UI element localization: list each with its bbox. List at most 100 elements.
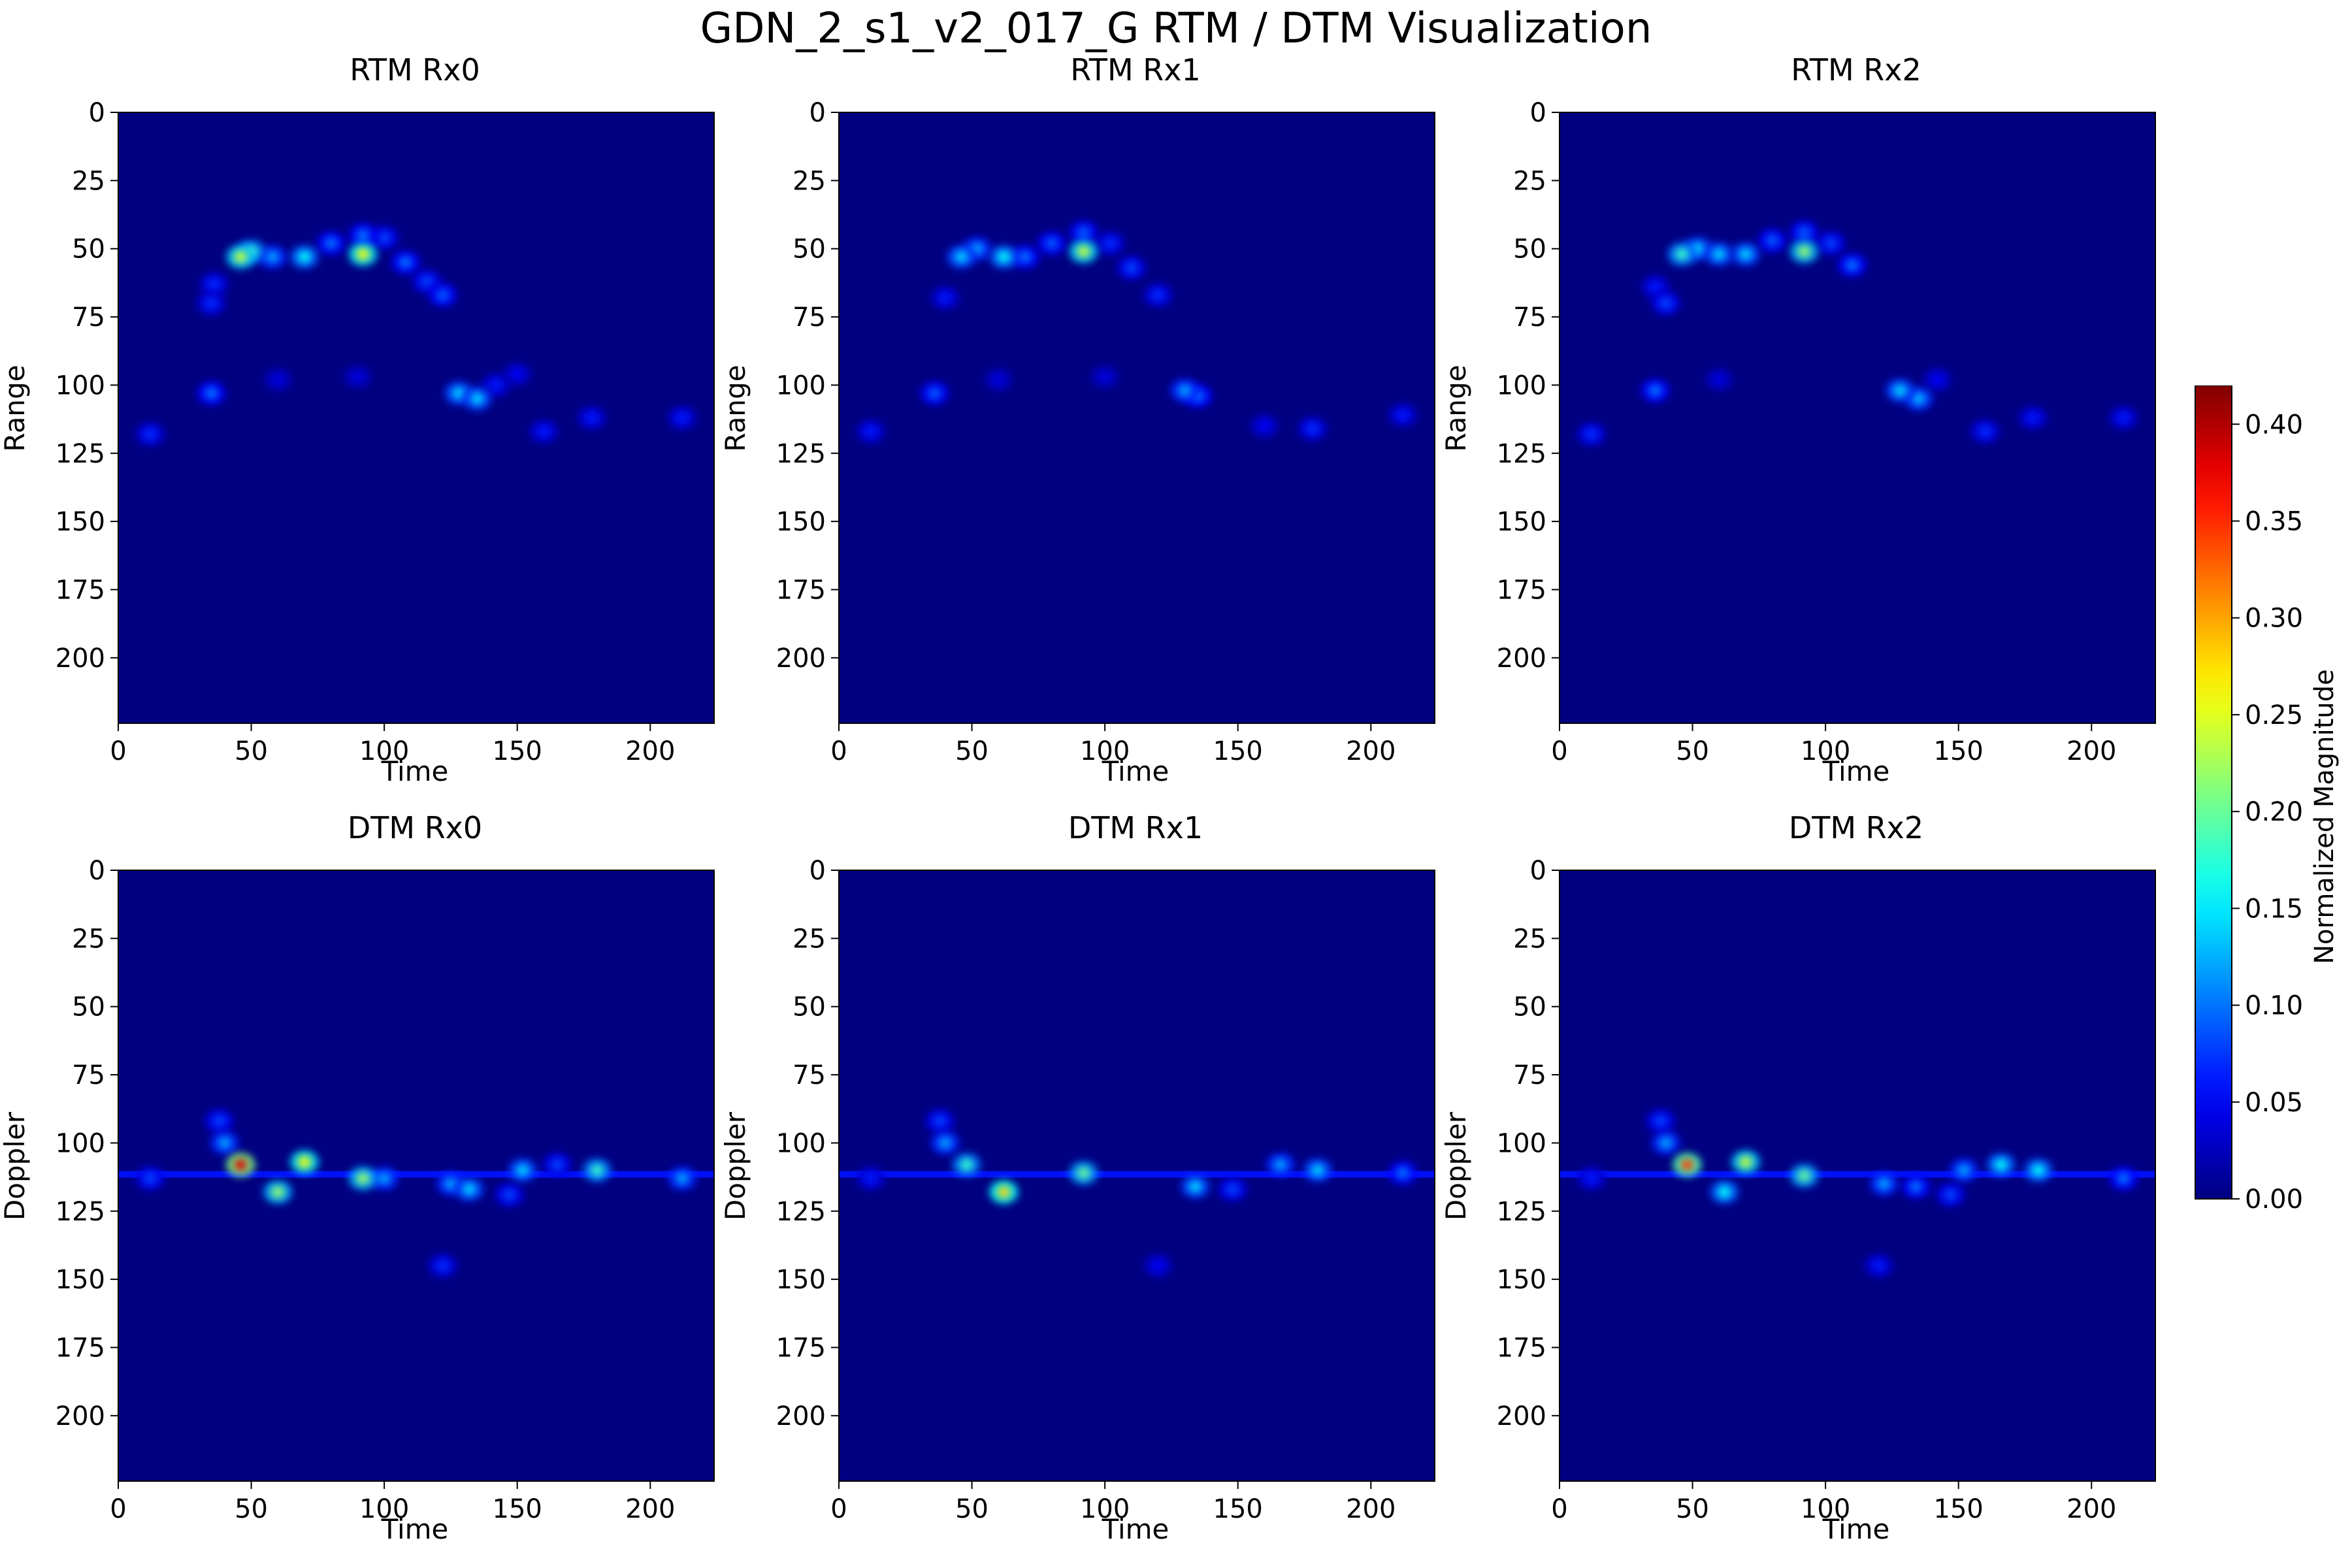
heatmap-background [1560,112,2155,723]
x-tick-label: 150 [493,1494,542,1524]
colorbar-tick-label: 0.05 [2245,1088,2303,1118]
heatmap-panel-dtm-rx0: DTM Rx0 0 50 100 150 200 0 25 50 75 100 125 150 175 2… [0,810,915,1561]
heatmap-hotspot [1675,248,1689,261]
y-tick-label: 50 [1513,235,1546,265]
heatmap-hotspot [515,1164,529,1177]
colorbar-tick-label: 0.20 [2245,797,2303,827]
colorbar-scale: 0.00 0.05 0.10 0.15 0.20 0.25 0.30 0.35 0.40 [2195,385,2303,1215]
y-tick-label: 175 [56,575,105,605]
x-tick-label: 0 [110,1494,126,1524]
y-tick-label: 100 [776,370,826,400]
x-tick-label: 0 [1551,1494,1567,1524]
y-tick-label: 25 [792,166,826,196]
figure-title: GDN_2_s1_v2_017_G RTM / DTM Visualizatio… [700,5,1652,53]
y-tick-label: 50 [72,235,105,265]
x-tick-label: 100 [1080,736,1130,766]
heatmap-hotspot [1797,245,1811,257]
x-tick-label: 200 [2066,1494,2116,1524]
heatmap-hotspot [1659,297,1673,310]
heatmap-hotspot [204,297,218,310]
y-tick-label: 100 [776,1128,826,1158]
heatmap-hotspot [452,387,466,399]
x-tick-label: 100 [1801,1494,1850,1524]
y-tick-label: 0 [89,98,105,128]
heatmap-hotspot [1396,409,1410,421]
colorbar-tick-label: 0.15 [2245,894,2303,924]
colorbar-tick-label: 0.00 [2245,1184,2303,1215]
y-tick-label: 150 [1497,507,1546,537]
x-axis-label: Time [1102,755,1169,787]
y-tick-label: 125 [1497,439,1546,469]
heatmap-hotspot [1797,1169,1811,1182]
heatmap-hotspot [1909,1181,1923,1193]
heatmap-hotspot [864,425,877,438]
heatmap-cells [135,223,697,446]
y-axis-label: Doppler [0,1111,31,1221]
heatmap-hotspot [1077,1167,1090,1179]
heatmap-hotspot [1944,1188,1957,1201]
y-tick-label: 150 [776,1265,826,1295]
heatmap-hotspot [1648,384,1662,397]
heatmap-hotspot [1045,237,1058,250]
y-tick-label: 125 [56,1197,105,1227]
y-tick-label: 200 [56,644,105,674]
heatmap-plot: 0 50 100 150 200 0 25 50 75 100 125 150 175 200 [1497,98,2156,766]
x-tick-label: 150 [1934,1494,1984,1524]
heatmap-hotspot [218,1137,231,1149]
heatmap-hotspot [1712,374,1726,386]
y-tick-label: 100 [1497,370,1546,400]
heatmap-plot: 0 50 100 150 200 0 25 50 75 100 125 150 175 200 [1497,856,2156,1524]
colorbar: 0.00 0.05 0.10 0.15 0.20 0.25 0.30 0.35 0.40 [2182,385,2352,1222]
heatmap-hotspot [1824,237,1838,250]
heatmap-hotspot [356,248,370,261]
heatmap-hotspot [1077,245,1090,257]
heatmap-hotspot [212,1115,226,1128]
y-axis-label: Doppler [719,1111,751,1221]
y-tick-label: 150 [776,507,826,537]
heatmap-band [839,1171,1435,1175]
panel-title: RTM Rx1 [1070,52,1201,88]
heatmap-hotspot [1739,248,1752,261]
heatmap-hotspot [1178,384,1192,397]
heatmap-hotspot [585,412,598,424]
heatmap-hotspot [510,368,524,380]
colorbar-gradient [2195,385,2232,1200]
heatmap-hotspot [1019,251,1032,263]
y-tick-label: 200 [1497,1401,1546,1431]
heatmap-hotspot [356,1172,370,1184]
panel-title: DTM Rx2 [1788,810,1924,845]
y-tick-label: 125 [776,1197,826,1227]
heatmap-hotspot [1739,1156,1752,1168]
heatmap-hotspot [1654,1115,1667,1128]
heatmap-plot: 0 50 100 150 200 0 25 50 75 100 125 150 175 200 [56,98,715,766]
heatmap-band [118,1171,714,1175]
heatmap-hotspot [470,393,484,405]
heatmap-hotspot [351,370,365,383]
y-tick-label: 75 [72,302,105,333]
heatmap-hotspot [933,1115,947,1128]
heatmap-hotspot [463,1183,476,1196]
y-tick-label: 25 [72,924,105,954]
heatmap-hotspot [1103,237,1117,250]
heatmap-panel-rtm-rx0: RTM Rx0 0 50 100 150 200 0 25 50 75 100 125 150 175 2… [0,52,915,804]
heatmap-hotspot [938,291,952,304]
heatmap-hotspot [1659,1137,1673,1149]
heatmap-hotspot [378,1172,391,1184]
x-tick-label: 200 [1346,736,1396,766]
x-axis-label: Time [1822,1513,1890,1545]
panel-title: RTM Rx2 [1791,52,1921,88]
heatmap-hotspot [960,1158,973,1171]
heatmap-hotspot [502,1188,516,1201]
heatmap-cells [839,1109,1435,1278]
x-tick-label: 200 [625,736,675,766]
heatmap-hotspot [1188,1181,1202,1193]
y-tick-label: 125 [1497,1197,1546,1227]
heatmap-hotspot [537,425,551,438]
y-axis-label: Range [0,365,31,452]
x-tick-label: 100 [1080,1494,1130,1524]
colorbar-label: Normalized Magnitude [2310,669,2340,964]
x-tick-label: 50 [1676,1494,1709,1524]
heatmap-hotspot [2117,412,2131,424]
y-tick-label: 100 [56,370,105,400]
